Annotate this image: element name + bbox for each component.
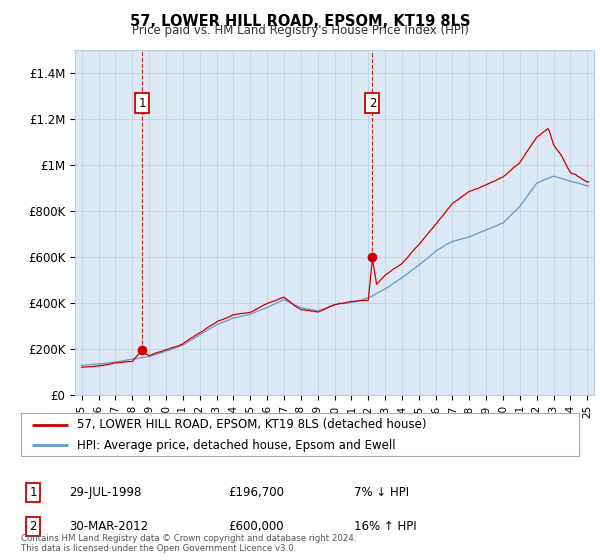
Text: 2: 2 <box>368 97 376 110</box>
Text: Contains HM Land Registry data © Crown copyright and database right 2024.
This d: Contains HM Land Registry data © Crown c… <box>21 534 356 553</box>
Text: £600,000: £600,000 <box>228 520 284 533</box>
Text: HPI: Average price, detached house, Epsom and Ewell: HPI: Average price, detached house, Epso… <box>77 438 395 451</box>
Text: 57, LOWER HILL ROAD, EPSOM, KT19 8LS (detached house): 57, LOWER HILL ROAD, EPSOM, KT19 8LS (de… <box>77 418 426 431</box>
Text: 1: 1 <box>29 486 37 500</box>
Text: £196,700: £196,700 <box>228 486 284 500</box>
Text: 16% ↑ HPI: 16% ↑ HPI <box>354 520 416 533</box>
Text: 1: 1 <box>139 97 146 110</box>
Text: 30-MAR-2012: 30-MAR-2012 <box>69 520 148 533</box>
Text: 2: 2 <box>29 520 37 533</box>
Text: 29-JUL-1998: 29-JUL-1998 <box>69 486 142 500</box>
Text: Price paid vs. HM Land Registry's House Price Index (HPI): Price paid vs. HM Land Registry's House … <box>131 24 469 37</box>
Text: 7% ↓ HPI: 7% ↓ HPI <box>354 486 409 500</box>
Text: 57, LOWER HILL ROAD, EPSOM, KT19 8LS: 57, LOWER HILL ROAD, EPSOM, KT19 8LS <box>130 14 470 29</box>
